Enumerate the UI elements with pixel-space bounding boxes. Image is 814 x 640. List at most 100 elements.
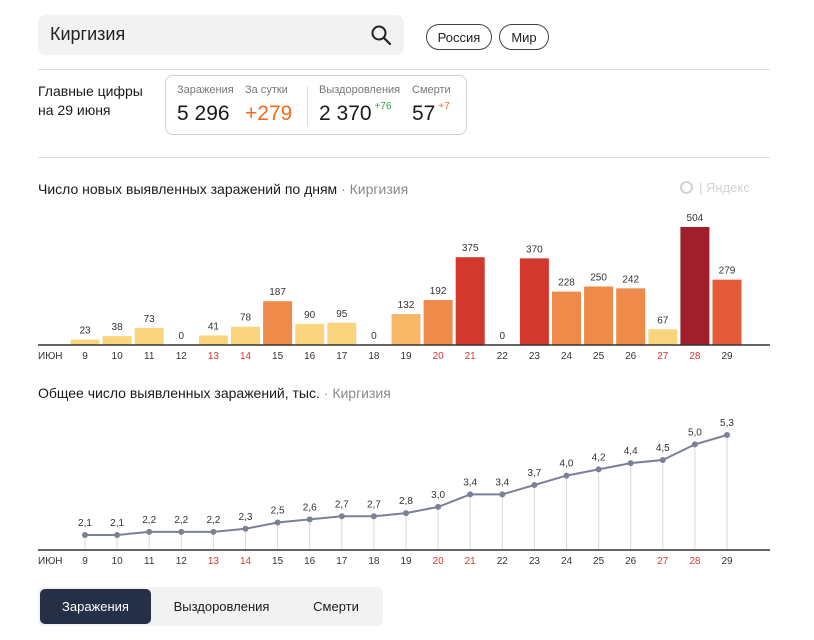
bar bbox=[263, 301, 293, 345]
bar-value-label: 0 bbox=[371, 331, 377, 342]
divider-middle bbox=[38, 157, 770, 158]
summary-title: Главные цифры на 29 июня bbox=[38, 83, 143, 118]
bar-value-label: 73 bbox=[144, 314, 156, 325]
bar-value-label: 187 bbox=[269, 287, 286, 298]
bar bbox=[712, 279, 742, 345]
data-point bbox=[595, 466, 602, 473]
tick-label: 18 bbox=[368, 351, 380, 362]
tick-label: 24 bbox=[561, 351, 573, 362]
stats-card: Заражения 5 296 За сутки +279 Выздоровле… bbox=[165, 75, 467, 135]
line-chart-title: Общее число выявленных заражений, тыс. ·… bbox=[38, 385, 391, 401]
tick-label: 20 bbox=[433, 556, 445, 567]
point-value-label: 4,0 bbox=[560, 459, 574, 470]
data-point bbox=[114, 532, 121, 538]
data-point bbox=[435, 503, 442, 510]
point-value-label: 3,7 bbox=[527, 468, 541, 479]
point-value-label: 2,7 bbox=[335, 499, 349, 510]
bar-value-label: 375 bbox=[462, 243, 479, 254]
tick-label: 13 bbox=[208, 351, 220, 362]
point-value-label: 2,2 bbox=[142, 515, 156, 526]
bar-value-label: 78 bbox=[240, 313, 252, 324]
world-button[interactable]: Мир bbox=[499, 24, 549, 50]
point-value-label: 5,3 bbox=[720, 418, 734, 429]
bar bbox=[519, 258, 549, 345]
tick-label: 26 bbox=[625, 351, 637, 362]
stat-infections: Заражения 5 296 bbox=[177, 84, 234, 125]
bar bbox=[231, 326, 260, 345]
tab-deaths[interactable]: Смерти bbox=[313, 599, 359, 614]
data-point bbox=[178, 528, 185, 535]
stat-daily: За сутки +279 bbox=[245, 84, 293, 125]
tick-label: 22 bbox=[497, 556, 509, 567]
tick-label: 23 bbox=[529, 351, 541, 362]
point-value-label: 4,4 bbox=[624, 446, 638, 457]
stat-separator bbox=[307, 86, 308, 126]
data-point bbox=[403, 510, 409, 517]
bar bbox=[680, 227, 710, 345]
stat-recovered: Выздоровления 2 370 +76 bbox=[319, 84, 401, 125]
data-point bbox=[691, 441, 698, 448]
tick-label: 28 bbox=[689, 556, 701, 567]
bar-chart: 23 38 73 0 41 78 187 90 95 0 132 192 375 0 370 228 250 24… bbox=[38, 213, 770, 362]
point-value-label: 4,2 bbox=[592, 452, 606, 463]
data-point bbox=[563, 472, 570, 479]
yandex-watermark: | Яндекс bbox=[680, 180, 750, 195]
tick-label: 16 bbox=[304, 556, 316, 567]
tick-label: 16 bbox=[304, 351, 316, 362]
tick-label: 14 bbox=[240, 556, 252, 567]
search-icon[interactable] bbox=[370, 24, 392, 46]
bar-value-label: 90 bbox=[304, 310, 316, 321]
bar bbox=[423, 300, 453, 345]
data-point bbox=[531, 482, 538, 488]
tick-label: 10 bbox=[112, 351, 124, 362]
bar-value-label: 41 bbox=[208, 321, 220, 332]
bar bbox=[391, 314, 421, 345]
tick-label: 9 bbox=[82, 351, 88, 362]
data-point bbox=[274, 519, 281, 526]
tick-label: 27 bbox=[657, 556, 669, 567]
data-point bbox=[82, 532, 88, 538]
bar-chart-title: Число новых выявленных заражений по дням… bbox=[38, 181, 409, 197]
point-value-label: 5,0 bbox=[688, 427, 702, 438]
point-value-label: 3,0 bbox=[431, 490, 445, 501]
bar-value-label: 67 bbox=[657, 315, 669, 326]
line-chart: 2,1 2,1 2,2 2,2 2,2 2,3 2,5 2,6 2,7 2,7 2,8 3,0 3,4 3… bbox=[38, 418, 770, 567]
metric-tabs: Заражения Выздоровления Смерти bbox=[38, 587, 383, 626]
bar bbox=[552, 291, 581, 345]
tick-label: 15 bbox=[272, 351, 284, 362]
tick-label: 24 bbox=[561, 556, 573, 567]
bar-value-label: 228 bbox=[558, 278, 575, 289]
data-point bbox=[338, 513, 345, 520]
tick-label: 28 bbox=[689, 351, 701, 362]
data-point bbox=[627, 460, 634, 467]
bar-value-label: 0 bbox=[500, 331, 506, 342]
data-point bbox=[499, 491, 506, 498]
yandex-logo-icon bbox=[680, 181, 693, 194]
bar bbox=[198, 335, 228, 345]
tick-label: 25 bbox=[593, 351, 605, 362]
tick-label: 11 bbox=[144, 556, 155, 567]
tick-label: 19 bbox=[400, 556, 412, 567]
tick-label: 15 bbox=[272, 556, 284, 567]
bar bbox=[102, 336, 132, 345]
point-value-label: 2,8 bbox=[399, 496, 413, 507]
bar bbox=[70, 339, 100, 345]
bar bbox=[648, 329, 678, 345]
search-input[interactable]: Киргизия bbox=[50, 24, 126, 44]
russia-button[interactable]: Россия bbox=[426, 24, 492, 50]
tick-label: 13 bbox=[208, 556, 220, 567]
month-label: ИЮН bbox=[38, 351, 63, 362]
stat-deaths: Смерти 57 +7 bbox=[412, 84, 451, 125]
tick-label: 23 bbox=[529, 556, 541, 567]
point-value-label: 2,6 bbox=[303, 502, 317, 513]
point-value-label: 2,1 bbox=[78, 518, 92, 529]
data-point bbox=[724, 432, 730, 438]
tab-recoveries[interactable]: Выздоровления bbox=[173, 599, 270, 614]
bar-value-label: 504 bbox=[687, 213, 704, 224]
tick-label: 20 bbox=[433, 351, 445, 362]
tab-infections[interactable]: Заражения bbox=[40, 589, 151, 624]
tick-label: 14 bbox=[240, 351, 252, 362]
search-box[interactable]: Киргизия bbox=[38, 15, 404, 55]
tick-label: 9 bbox=[82, 556, 88, 567]
tick-label: 17 bbox=[336, 556, 348, 567]
